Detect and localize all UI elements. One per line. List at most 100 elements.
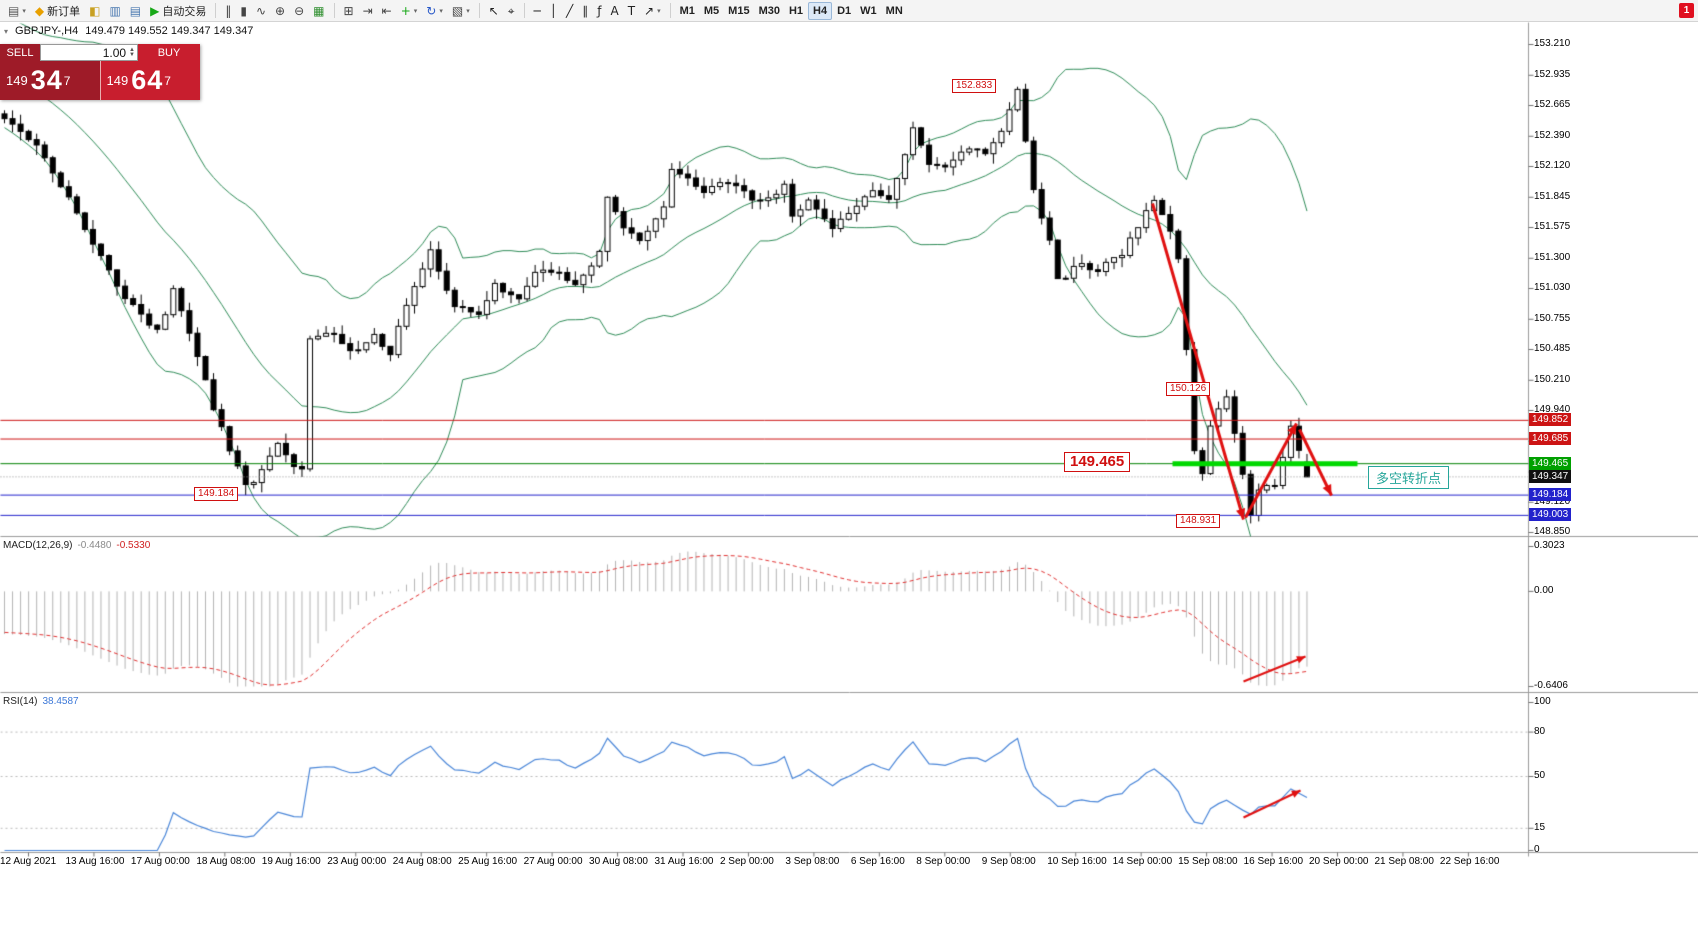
horizontal-line-icon: ─ bbox=[533, 3, 541, 18]
price-callout[interactable]: 152.833 bbox=[952, 79, 997, 93]
buy-price-button[interactable]: 149 64 7 bbox=[99, 61, 200, 100]
templates-button[interactable]: ▧ ▾ bbox=[448, 2, 474, 20]
time-axis-label: 30 Aug 08:00 bbox=[589, 856, 648, 867]
time-axis-label: 15 Sep 08:00 bbox=[1178, 856, 1238, 867]
macd-indicator-label: MACD(12,26,9) -0.4480 -0.5330 bbox=[3, 540, 150, 551]
volume-value: 1.00 bbox=[102, 45, 127, 60]
dropdown-arrow-icon: ▾ bbox=[413, 7, 418, 15]
turning-point-note[interactable]: 多空转折点 bbox=[1368, 466, 1450, 489]
time-axis-label: 23 Aug 00:00 bbox=[327, 856, 387, 867]
ask-pipette: 7 bbox=[164, 73, 171, 88]
profiles-button[interactable]: ▥ bbox=[105, 2, 124, 20]
timeframe-d1-button-label: D1 bbox=[837, 4, 852, 17]
price-axis-tick-label: 152.935 bbox=[1534, 68, 1571, 80]
new-order-button[interactable]: ◆ 新订单 bbox=[31, 2, 84, 20]
arrows-icon: ↗ bbox=[644, 3, 655, 18]
tile-windows-button[interactable]: ⊞ bbox=[340, 2, 358, 20]
sell-price-button[interactable]: 149 34 7 bbox=[0, 61, 100, 100]
vertical-line-icon: │ bbox=[549, 3, 557, 18]
arrows-button[interactable]: ↗ ▾ bbox=[640, 2, 665, 20]
one-click-trading-panel: SELL 1.00 ▲ ▼ BUY 149 34 7 149 64 7 bbox=[0, 44, 200, 100]
timeframe-m5-button[interactable]: M5 bbox=[700, 2, 723, 20]
price-axis-tick-label: 150.485 bbox=[1534, 343, 1571, 354]
timeframe-m15-button-label: M15 bbox=[728, 4, 750, 17]
time-axis-label: 25 Aug 16:00 bbox=[458, 856, 518, 867]
new-chart-icon: ▤ bbox=[8, 3, 20, 18]
timeframe-h4-button[interactable]: H4 bbox=[808, 1, 833, 20]
trendline-button[interactable]: ╱ bbox=[562, 2, 577, 20]
time-axis-label: 8 Sep 00:00 bbox=[916, 856, 971, 867]
text-icon: A bbox=[610, 3, 619, 18]
dropdown-arrow-icon: ▾ bbox=[22, 7, 26, 15]
rsi-axis-tick-label: 50 bbox=[1534, 770, 1546, 781]
volume-spinner[interactable]: ▲ ▼ bbox=[129, 46, 135, 58]
price-callout[interactable]: 149.465 bbox=[1064, 452, 1131, 472]
notification-badge[interactable]: 1 bbox=[1679, 3, 1694, 18]
spinner-up-icon[interactable]: ▲ bbox=[129, 46, 135, 53]
channel-icon: ∥ bbox=[582, 3, 589, 18]
vertical-line-button[interactable]: │ bbox=[546, 2, 561, 20]
rsi-value: 38.4587 bbox=[42, 696, 79, 707]
auto-scroll-icon: ⇥ bbox=[362, 3, 373, 18]
bid-big-digits: 34 bbox=[30, 65, 63, 95]
trendline-icon: ╱ bbox=[566, 3, 574, 18]
timeframe-d1-button[interactable]: D1 bbox=[833, 2, 855, 20]
price-axis-tick-label: 150.210 bbox=[1534, 373, 1571, 385]
data-window-button[interactable]: ▤ bbox=[126, 2, 145, 20]
bar-chart-button[interactable]: ‖ bbox=[221, 2, 235, 20]
time-axis-label: 27 Aug 00:00 bbox=[523, 856, 583, 867]
price-callout[interactable]: 148.931 bbox=[1176, 514, 1221, 528]
time-axis-label: 18 Aug 08:00 bbox=[196, 856, 256, 867]
timeframe-m30-button[interactable]: M30 bbox=[755, 2, 784, 20]
new-chart-button[interactable]: ▤ ▾ bbox=[4, 2, 30, 20]
candlestick-chart-button[interactable]: ▮ bbox=[236, 2, 251, 20]
grid-button[interactable]: ▦ bbox=[309, 2, 328, 20]
refresh-button[interactable]: ↻ ▾ bbox=[422, 2, 447, 20]
bid-prefix: 149 bbox=[6, 73, 28, 88]
time-axis-label: 6 Sep 16:00 bbox=[850, 856, 905, 867]
buy-button[interactable]: BUY bbox=[138, 44, 200, 61]
crosshair-button[interactable]: ⌖ bbox=[504, 2, 519, 20]
price-callout[interactable]: 149.184 bbox=[194, 487, 239, 501]
price-callout[interactable]: 150.126 bbox=[1166, 382, 1211, 396]
timeframe-m15-button[interactable]: M15 bbox=[724, 2, 753, 20]
channel-button[interactable]: ∥ bbox=[578, 2, 592, 20]
volume-input[interactable]: 1.00 ▲ ▼ bbox=[40, 44, 138, 61]
chart-shift-button[interactable]: ⇤ bbox=[378, 2, 396, 20]
metaeditor-button[interactable]: ◧ bbox=[85, 2, 104, 20]
sell-button[interactable]: SELL bbox=[0, 44, 40, 61]
auto-scroll-button[interactable]: ⇥ bbox=[359, 2, 377, 20]
line-chart-button[interactable]: ∿ bbox=[252, 2, 270, 20]
label-button[interactable]: T bbox=[624, 2, 639, 20]
text-button[interactable]: A bbox=[606, 2, 622, 20]
timeframe-m5-button-label: M5 bbox=[703, 4, 720, 17]
ohlc-values: 149.479 149.552 149.347 149.347 bbox=[85, 25, 254, 37]
cursor-button[interactable]: ↖ bbox=[485, 2, 503, 20]
chart-menu-icon[interactable]: ▾ bbox=[4, 26, 9, 36]
price-tag-149.852: 149.852 bbox=[1529, 413, 1572, 427]
zoom-out-button[interactable]: ⊖ bbox=[290, 2, 308, 20]
add-indicator-icon: + bbox=[400, 3, 411, 18]
timeframe-m1-button[interactable]: M1 bbox=[676, 2, 699, 20]
tile-windows-icon: ⊞ bbox=[343, 3, 354, 18]
bid-pipette: 7 bbox=[63, 73, 71, 88]
dropdown-arrow-icon: ▾ bbox=[466, 7, 470, 15]
timeframe-mn-button-label: MN bbox=[885, 4, 903, 17]
horizontal-line-button[interactable]: ─ bbox=[530, 2, 545, 20]
add-indicator-button[interactable]: + ▾ bbox=[397, 2, 422, 20]
spinner-down-icon[interactable]: ▼ bbox=[129, 51, 135, 58]
price-tag-149.184: 149.184 bbox=[1529, 488, 1572, 502]
timeframe-mn-button[interactable]: MN bbox=[882, 2, 907, 20]
time-axis-label: 31 Aug 16:00 bbox=[654, 856, 714, 867]
price-axis-tick-label: 152.120 bbox=[1534, 160, 1571, 171]
fibonacci-button[interactable]: ƒ bbox=[593, 2, 605, 20]
macd-signal-value: -0.5330 bbox=[116, 540, 151, 551]
timeframe-h1-button[interactable]: H1 bbox=[785, 2, 807, 20]
price-axis-tick-label: 153.210 bbox=[1534, 38, 1571, 49]
autotrading-button[interactable]: ▶ 自动交易 bbox=[146, 2, 210, 20]
macd-axis-tick-label: 0.00 bbox=[1534, 584, 1554, 596]
macd-axis-tick-label: -0.6406 bbox=[1534, 680, 1568, 691]
timeframe-w1-button[interactable]: W1 bbox=[856, 2, 881, 20]
zoom-in-button[interactable]: ⊕ bbox=[271, 2, 289, 20]
price-axis-tick-label: 152.390 bbox=[1534, 129, 1571, 141]
